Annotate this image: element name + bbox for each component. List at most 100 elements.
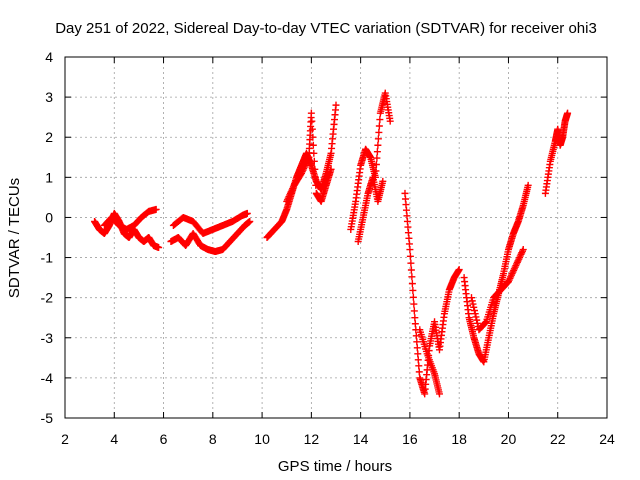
data-point-interp bbox=[482, 319, 490, 327]
data-point-interp bbox=[406, 252, 414, 260]
data-point-interp bbox=[506, 274, 514, 282]
x-tick-label: 14 bbox=[353, 431, 369, 447]
data-point-interp bbox=[308, 117, 316, 125]
y-tick-label: 4 bbox=[45, 49, 53, 65]
data-point bbox=[243, 209, 251, 217]
y-tick-label: 1 bbox=[45, 169, 53, 185]
data-point-interp bbox=[300, 163, 308, 171]
data-point-interp bbox=[412, 332, 420, 340]
data-point bbox=[152, 205, 160, 213]
data-point-interp bbox=[284, 194, 292, 202]
data-point-interp bbox=[308, 125, 316, 133]
y-tick-label: 0 bbox=[45, 209, 53, 225]
data-point-interp bbox=[408, 273, 416, 281]
data-point-interp bbox=[373, 154, 381, 162]
data-point-interp bbox=[299, 166, 307, 174]
y-tick-label: -1 bbox=[41, 250, 54, 266]
x-tick-label: 8 bbox=[209, 431, 217, 447]
data-point-interp bbox=[375, 128, 383, 136]
data-point-interp bbox=[510, 266, 518, 274]
x-tick-label: 16 bbox=[402, 431, 418, 447]
x-tick-label: 22 bbox=[550, 431, 566, 447]
data-point-interp bbox=[312, 181, 320, 189]
data-point-interp bbox=[511, 263, 519, 271]
data-point-interp bbox=[409, 293, 417, 301]
data-point-interp bbox=[415, 362, 423, 370]
data-point bbox=[519, 246, 527, 254]
data-point-interp bbox=[301, 161, 309, 169]
data-point-interp bbox=[514, 257, 522, 265]
y-axis-ticks: -5 -4 -3 -2 -1 0 1 2 3 4 bbox=[41, 49, 607, 426]
data-point-interp bbox=[309, 141, 317, 149]
data-point bbox=[468, 294, 475, 302]
data-point-interp bbox=[470, 307, 478, 315]
data-point-interp bbox=[372, 160, 380, 168]
x-tick-label: 12 bbox=[304, 431, 320, 447]
data-point-interp bbox=[516, 252, 524, 260]
y-tick-label: 3 bbox=[45, 89, 53, 105]
data-point bbox=[504, 278, 512, 286]
data-point-interp bbox=[302, 160, 310, 168]
data-point-interp bbox=[287, 188, 295, 196]
data-point-interp bbox=[374, 141, 382, 149]
data-point-interp bbox=[411, 320, 419, 328]
y-tick-label: -2 bbox=[41, 290, 54, 306]
data-point-interp bbox=[286, 189, 294, 197]
data-point-interp bbox=[473, 319, 481, 327]
data-point bbox=[411, 314, 419, 322]
data-point-interp bbox=[470, 303, 478, 311]
chart-title: Day 251 of 2022, Sidereal Day-to-day VTE… bbox=[55, 20, 597, 37]
data-point bbox=[524, 181, 532, 189]
data-point bbox=[564, 109, 572, 117]
data-point-interp bbox=[469, 300, 477, 308]
data-point-interp bbox=[513, 260, 521, 268]
x-tick-label: 4 bbox=[110, 431, 118, 447]
data-point-interp bbox=[410, 300, 418, 308]
data-point-interp bbox=[298, 168, 306, 176]
data-point bbox=[307, 109, 315, 117]
x-axis-label: GPS time / hours bbox=[278, 458, 392, 475]
data-point-interp bbox=[310, 149, 318, 157]
data-point bbox=[386, 117, 394, 125]
data-point bbox=[435, 390, 443, 398]
data-point-interp bbox=[374, 135, 382, 143]
x-tick-label: 10 bbox=[254, 431, 270, 447]
data-point-interp bbox=[509, 268, 517, 276]
data-point bbox=[283, 197, 291, 205]
data-point bbox=[406, 246, 414, 254]
y-tick-label: 2 bbox=[45, 129, 53, 145]
data-point-interp bbox=[513, 258, 521, 266]
data-point-interp bbox=[507, 273, 515, 281]
data-point bbox=[327, 165, 335, 173]
data-point-interp bbox=[515, 255, 523, 263]
data-point-interp bbox=[304, 155, 312, 163]
data-point-interp bbox=[508, 270, 516, 278]
data-point-interp bbox=[415, 368, 423, 376]
data-point-interp bbox=[518, 247, 526, 255]
y-tick-label: -3 bbox=[41, 330, 54, 346]
data-point-interp bbox=[414, 350, 422, 358]
data-point-interp bbox=[303, 156, 311, 164]
data-point-interp bbox=[376, 116, 384, 124]
data-point-interp bbox=[407, 266, 415, 274]
data-point-interp bbox=[288, 186, 296, 194]
plot-frame bbox=[64, 56, 608, 419]
data-points bbox=[91, 89, 572, 398]
x-axis-ticks: 2 4 6 8 10 12 14 16 18 20 22 24 bbox=[61, 57, 615, 447]
data-point-interp bbox=[300, 165, 308, 173]
data-point-interp bbox=[407, 259, 415, 267]
data-point-interp bbox=[289, 185, 297, 193]
data-point bbox=[379, 177, 387, 185]
x-tick-label: 20 bbox=[501, 431, 517, 447]
data-point bbox=[332, 101, 340, 109]
data-point-interp bbox=[373, 148, 381, 156]
data-point-interp bbox=[516, 254, 524, 262]
data-point bbox=[246, 217, 254, 225]
data-point-interp bbox=[286, 191, 294, 199]
x-tick-label: 24 bbox=[599, 431, 615, 447]
x-tick-label: 6 bbox=[160, 431, 168, 447]
data-point-interp bbox=[375, 122, 383, 130]
data-point-interp bbox=[408, 280, 416, 288]
data-point bbox=[512, 262, 520, 270]
